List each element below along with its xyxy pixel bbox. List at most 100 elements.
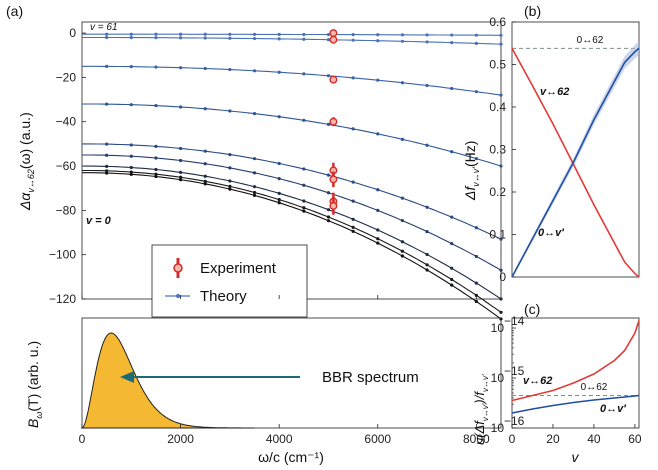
theory-point [228, 36, 232, 40]
theory-point [474, 281, 478, 285]
theory-point [450, 277, 454, 282]
theory-point [425, 252, 429, 257]
experiment-point [329, 75, 338, 84]
annotation-v0: v = 0 [86, 215, 112, 227]
theory-point [252, 112, 257, 116]
theory-point [351, 225, 355, 229]
svg-text:u(Δfv↔v′)/fv↔v′: u(Δfv↔v′)/fv↔v′ [472, 374, 490, 445]
theory-point [400, 33, 405, 37]
theory-point [400, 137, 405, 141]
theory-point [474, 157, 478, 161]
theory-point [425, 205, 429, 209]
theory-point [351, 217, 355, 221]
panel-b-frame [511, 21, 640, 278]
theory-point [203, 66, 207, 71]
theory-point [252, 157, 257, 161]
theory-point [105, 171, 109, 175]
panel-b-blue-label: 0↔v′ [538, 227, 565, 239]
a-ytick-label: −40 [56, 115, 77, 129]
c-ylabel-sub1: v↔v′ [481, 403, 490, 421]
theory-point [425, 33, 429, 37]
theory-point [425, 268, 429, 272]
theory-point [178, 170, 183, 175]
theory-point [129, 170, 133, 174]
theory-point [326, 32, 331, 37]
theory-point [326, 122, 331, 126]
theory-point [376, 241, 380, 245]
theory-point [351, 199, 355, 203]
theory-point [129, 35, 133, 40]
theory-point [154, 144, 158, 148]
theory-point [400, 218, 405, 223]
theory-point [178, 32, 183, 36]
theory-point [129, 154, 133, 158]
theory-point [129, 165, 133, 170]
theory-point [203, 36, 207, 40]
theory-point [351, 127, 355, 131]
theory-point [474, 254, 478, 259]
a-ytick-label: −20 [56, 70, 77, 84]
panel-a-top-experiment [329, 29, 338, 215]
theory-point [277, 37, 281, 41]
b-ytick-label: 0 [499, 270, 506, 284]
c-ylabel-sub2: v↔v′ [481, 374, 490, 392]
theory-point [474, 226, 478, 230]
theory-point [105, 32, 109, 36]
b-ylabel-main: Δf [462, 185, 478, 201]
theory-point [203, 174, 207, 178]
theory-point [178, 36, 183, 40]
a-xtick-label: 8000 [463, 432, 490, 446]
theory-point [302, 32, 306, 37]
theory-point [499, 297, 503, 301]
theory-point [129, 65, 133, 69]
a-ylabel-sub: v↔62 [26, 169, 36, 193]
legend-theory-label: Theory [200, 288, 247, 305]
theory-point [376, 132, 380, 136]
c-xtick-label: 0 [509, 432, 516, 446]
theory-point [277, 32, 281, 37]
theory-point [105, 102, 109, 106]
panel-b-ylabel: Δfv↔v′(Hz) [462, 141, 481, 201]
a-xtick-label: 2000 [167, 432, 194, 446]
theory-point [277, 115, 281, 119]
theory-point [252, 193, 257, 197]
annotation-v61: v = 61 [90, 22, 118, 33]
svg-text:Bω(T) (arb. u.): Bω(T) (arb. u.) [25, 341, 44, 428]
theory-point [326, 191, 331, 195]
theory-point [252, 185, 257, 189]
theory-point [203, 149, 207, 153]
theory-point [474, 90, 478, 94]
c-ytick-exponent: −14 [504, 314, 525, 328]
theory-point [277, 191, 281, 195]
theory-curve [82, 36, 502, 45]
c-xtick-label: 60 [628, 432, 642, 446]
b-ytick-label: 0.4 [489, 100, 506, 114]
theory-point [228, 187, 232, 191]
c-xtick-label: 20 [546, 432, 560, 446]
theory-point [178, 146, 183, 151]
bbr-spectrum-label: BBR spectrum [322, 369, 419, 386]
c-ytick-label: 10 [491, 321, 505, 335]
theory-point [203, 162, 207, 166]
bbr-spectrum-area [80, 332, 255, 429]
theory-curve [82, 143, 502, 240]
bbr-arrow-head [120, 371, 134, 383]
theory-point [154, 174, 158, 179]
panel-b-red-label: v↔62 [540, 86, 569, 98]
theory-curve [82, 103, 502, 167]
experiment-point [329, 35, 338, 44]
a-ytick-label: −80 [56, 203, 77, 217]
theory-point [154, 65, 158, 69]
panel-a-bottom-frame [81, 317, 502, 429]
theory-point [228, 32, 232, 36]
theory-point [154, 167, 158, 172]
panel-a-xlabel: ω/c (cm⁻¹) [258, 449, 324, 465]
theory-point [499, 42, 503, 46]
theory-point [252, 32, 257, 36]
panel-c-blue-curve [511, 394, 640, 414]
theory-point [474, 33, 478, 37]
theory-point [252, 69, 257, 73]
b-ytick-label: 0.6 [489, 15, 506, 29]
experiment-point [329, 201, 338, 210]
